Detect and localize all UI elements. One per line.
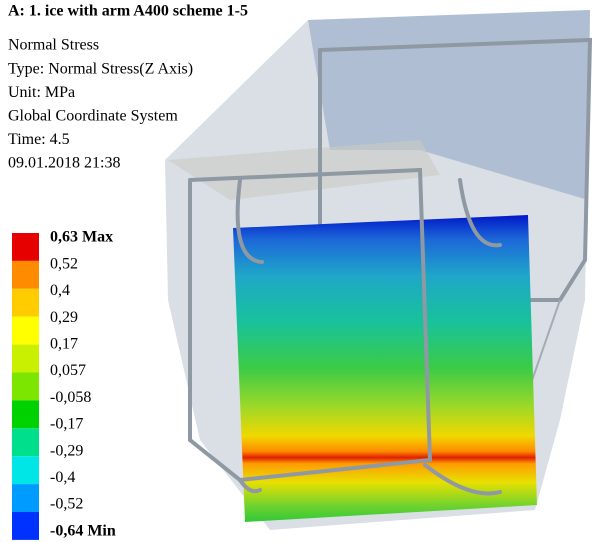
title: A: 1. ice with arm A400 scheme 1-5 [8,3,248,20]
viewport: A: 1. ice with arm A400 scheme 1-5 Norma… [0,0,598,542]
legend-label: -0,17 [50,416,83,433]
legend-bar [12,233,39,540]
header-line: Normal Stress [8,37,99,54]
legend-swatch [12,345,39,373]
screenshot: A: 1. ice with arm A400 scheme 1-5 Norma… [0,0,598,542]
legend-swatch [12,289,39,317]
legend-swatch [12,456,39,484]
legend-swatch [12,373,39,401]
legend-label: -0,64 Min [50,522,116,539]
legend-label: 0,17 [50,335,78,352]
legend-swatch [12,484,39,512]
legend-label: 0,52 [50,255,78,272]
legend-label: 0,29 [50,309,78,326]
header-line: Type: Normal Stress(Z Axis) [8,60,193,77]
header-lines: Normal Stress Type: Normal Stress(Z Axis)… [8,37,193,172]
legend-swatch [12,233,39,261]
legend-label: -0,52 [50,496,83,513]
legend-label: -0,4 [50,469,75,486]
legend-swatch [12,261,39,289]
legend-swatch [12,512,39,540]
legend-label: 0,057 [50,362,86,379]
header-line: 09.01.2018 21:38 [8,155,120,172]
legend-swatch [12,428,39,456]
legend-label: -0,058 [50,389,91,406]
legend-swatch [12,400,39,428]
legend-swatch [12,317,39,345]
legend-label: 0,63 Max [50,229,113,246]
header-line: Unit: MPa [8,84,75,101]
legend-labels: 0,63 Max 0,52 0,4 0,29 0,17 0,057 -0,058 -0,17 -… [50,229,116,540]
legend-label: 0,4 [50,282,70,299]
header-line: Global Coordinate System [8,107,178,124]
legend-label: -0,29 [50,442,83,459]
header-line: Time: 4.5 [8,131,70,148]
